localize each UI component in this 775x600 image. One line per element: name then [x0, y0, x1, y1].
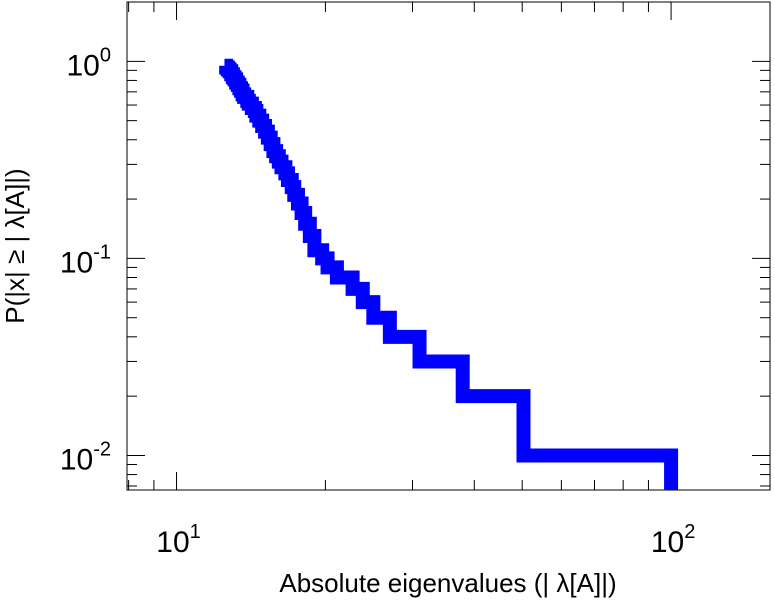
x-axis-label: Absolute eigenvalues (| λ[A]|) — [279, 568, 616, 598]
x-tick-label: 101 — [156, 521, 201, 559]
x-tick-label: 102 — [651, 521, 696, 559]
y-axis-label: P(|x| ≥ | λ[A]|) — [0, 168, 30, 323]
series-layer — [219, 58, 679, 490]
tick-labels-layer: 101 102 100 10-1 10-2 — [60, 44, 696, 559]
series-line-0 — [219, 58, 679, 490]
y-tick-label: 100 — [67, 44, 112, 82]
y-tick-label: 10-1 — [60, 241, 111, 279]
plot-frame — [126, 1, 771, 491]
y-tick-label: 10-2 — [60, 438, 111, 476]
ticks-layer — [127, 1, 770, 490]
